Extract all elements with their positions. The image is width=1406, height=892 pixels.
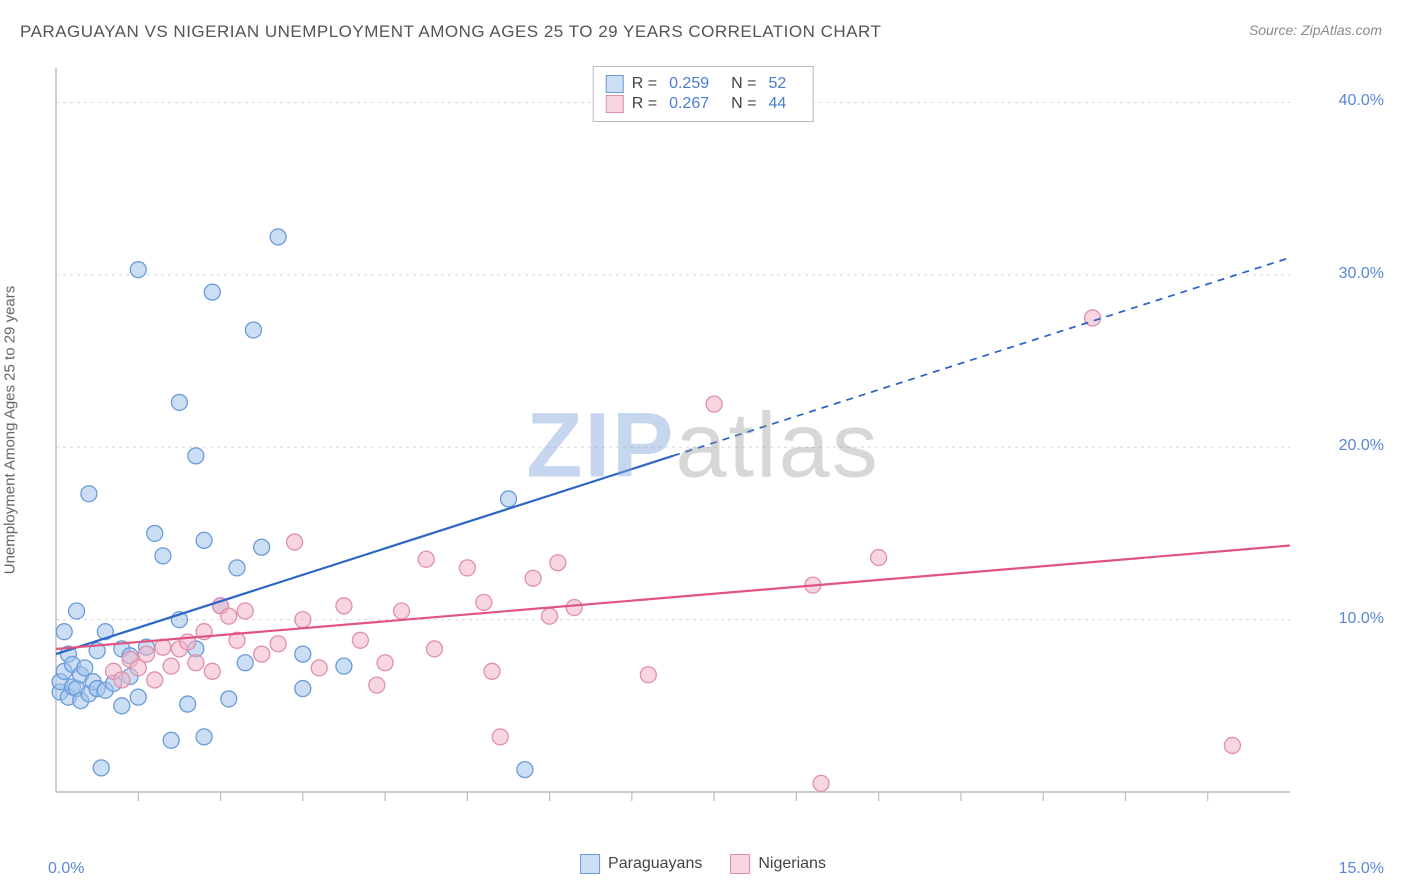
y-tick-label: 10.0% [1339,610,1384,628]
legend-label-0: Paraguayans [608,855,702,872]
legend-item-paraguayans: Paraguayans [580,854,702,874]
chart-title: PARAGUAYAN VS NIGERIAN UNEMPLOYMENT AMON… [20,22,881,42]
legend-correlation: R = 0.259 N = 52 R = 0.267 N = 44 [593,66,814,122]
legend-r-value-0: 0.259 [669,75,709,93]
scatter-svg [50,62,1360,832]
legend-r-label: R = [632,95,657,113]
legend-item-nigerians: Nigerians [730,854,826,874]
legend-label-1: Nigerians [758,855,826,872]
source-text: Source: ZipAtlas.com [1249,22,1382,38]
y-tick-label: 20.0% [1339,437,1384,455]
plot-area [50,62,1360,832]
legend-n-label: N = [731,75,756,93]
y-tick-label: 30.0% [1339,265,1384,283]
legend-n-value-0: 52 [768,75,786,93]
x-axis-min: 0.0% [48,860,84,878]
y-axis-label: Unemployment Among Ages 25 to 29 years [2,286,19,575]
legend-swatch-paraguayans [606,75,624,93]
legend-swatch-nigerians [606,95,624,113]
x-axis-max: 15.0% [1339,860,1384,878]
legend-row-nigerians: R = 0.267 N = 44 [606,95,801,113]
legend-row-paraguayans: R = 0.259 N = 52 [606,75,801,93]
legend-r-label: R = [632,75,657,93]
legend-swatch-icon [730,854,750,874]
chart-container: PARAGUAYAN VS NIGERIAN UNEMPLOYMENT AMON… [0,0,1406,892]
legend-n-value-1: 44 [768,95,786,113]
legend-n-label: N = [731,95,756,113]
legend-swatch-icon [580,854,600,874]
legend-series: Paraguayans Nigerians [580,854,826,874]
legend-r-value-1: 0.267 [669,95,709,113]
y-tick-label: 40.0% [1339,92,1384,110]
